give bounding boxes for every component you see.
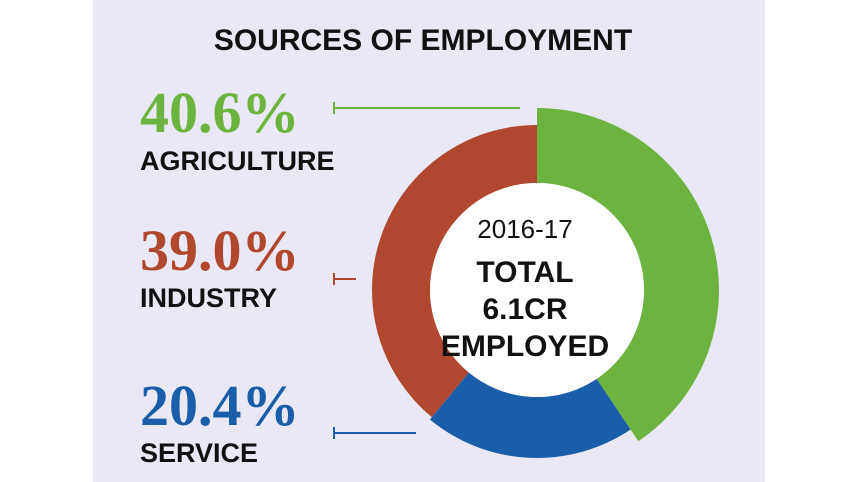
donut-segment bbox=[537, 108, 719, 442]
donut-segment bbox=[429, 372, 631, 458]
category-label: SERVICE bbox=[140, 438, 258, 468]
center-text: 6.1CR bbox=[482, 293, 567, 326]
percent-label: 40.6% bbox=[140, 80, 300, 145]
center-text: EMPLOYED bbox=[441, 330, 609, 363]
donut-hole bbox=[430, 183, 644, 397]
center-text: TOTAL bbox=[476, 256, 573, 289]
category-label: AGRICULTURE bbox=[140, 146, 334, 176]
center-year: 2016-17 bbox=[477, 214, 572, 244]
percent-label: 20.4% bbox=[140, 373, 300, 438]
chart-title: SOURCES OF EMPLOYMENT bbox=[214, 24, 632, 57]
donut-segment bbox=[372, 125, 537, 418]
category-label: INDUSTRY bbox=[140, 283, 277, 313]
percent-label: 39.0% bbox=[140, 218, 300, 283]
